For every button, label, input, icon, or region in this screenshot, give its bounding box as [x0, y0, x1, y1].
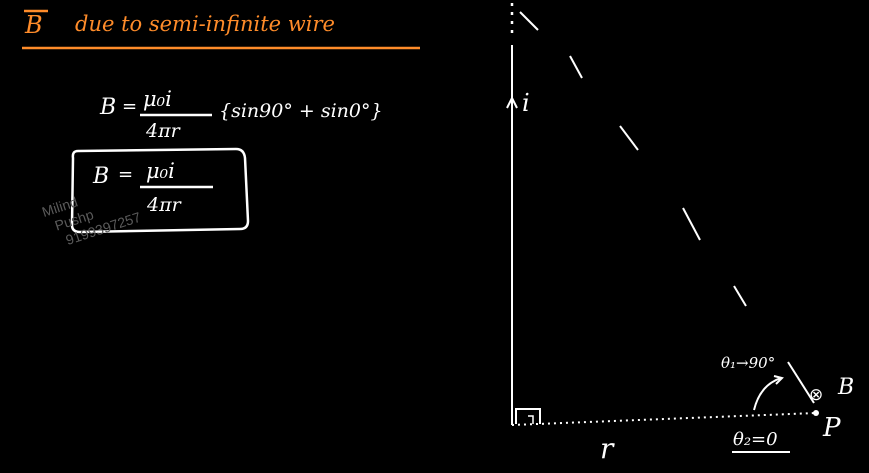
theta1-pointer: [787, 361, 815, 404]
current-arrow-icon: [506, 95, 518, 109]
theta1-arrow-icon: [773, 375, 784, 385]
formula-lhs: B: [99, 95, 116, 120]
formula-result-box: B = μ₀i 4πr: [70, 147, 250, 234]
title-vector-symbol: B: [24, 11, 43, 39]
formula-bracket-terms: {sin90° + sin0°}: [219, 100, 383, 122]
right-angle-inner-mark: [528, 415, 534, 424]
right-angle-mark: [515, 408, 541, 424]
current-label: i: [522, 89, 530, 117]
title-text: due to semi-infinite wire: [75, 12, 335, 36]
formula-equals: =: [122, 96, 137, 117]
formula-numerator: μ₀i: [143, 87, 172, 111]
result-denominator: 4πr: [146, 194, 183, 216]
result-numerator: μ₀i: [146, 159, 175, 183]
point-label: P: [822, 413, 841, 443]
theta1-arc: [753, 377, 782, 411]
distance-line: [511, 412, 817, 426]
theta2-label: θ₂=0: [733, 429, 778, 450]
distance-label: r: [600, 432, 615, 465]
theta1-label: θ₁→90°: [721, 354, 775, 372]
slanted-dashed-line: [519, 11, 747, 307]
formula-general: B = μ₀i 4πr {sin90° + sin0°}: [99, 87, 383, 142]
wire-diagram: i r θ₁→90° ⊗ B P θ₂=0: [506, 3, 854, 465]
field-into-page-icon: ⊗: [809, 385, 823, 405]
field-label: B: [837, 375, 854, 400]
watermark: Milind Pushp 9199397257: [40, 193, 143, 248]
result-equals: =: [118, 164, 133, 185]
result-box-outline: [70, 147, 250, 234]
point-p-dot: [813, 410, 819, 416]
formula-denominator: 4πr: [145, 120, 182, 142]
title-group: B due to semi-infinite wire: [22, 9, 420, 50]
result-lhs: B: [92, 164, 109, 189]
